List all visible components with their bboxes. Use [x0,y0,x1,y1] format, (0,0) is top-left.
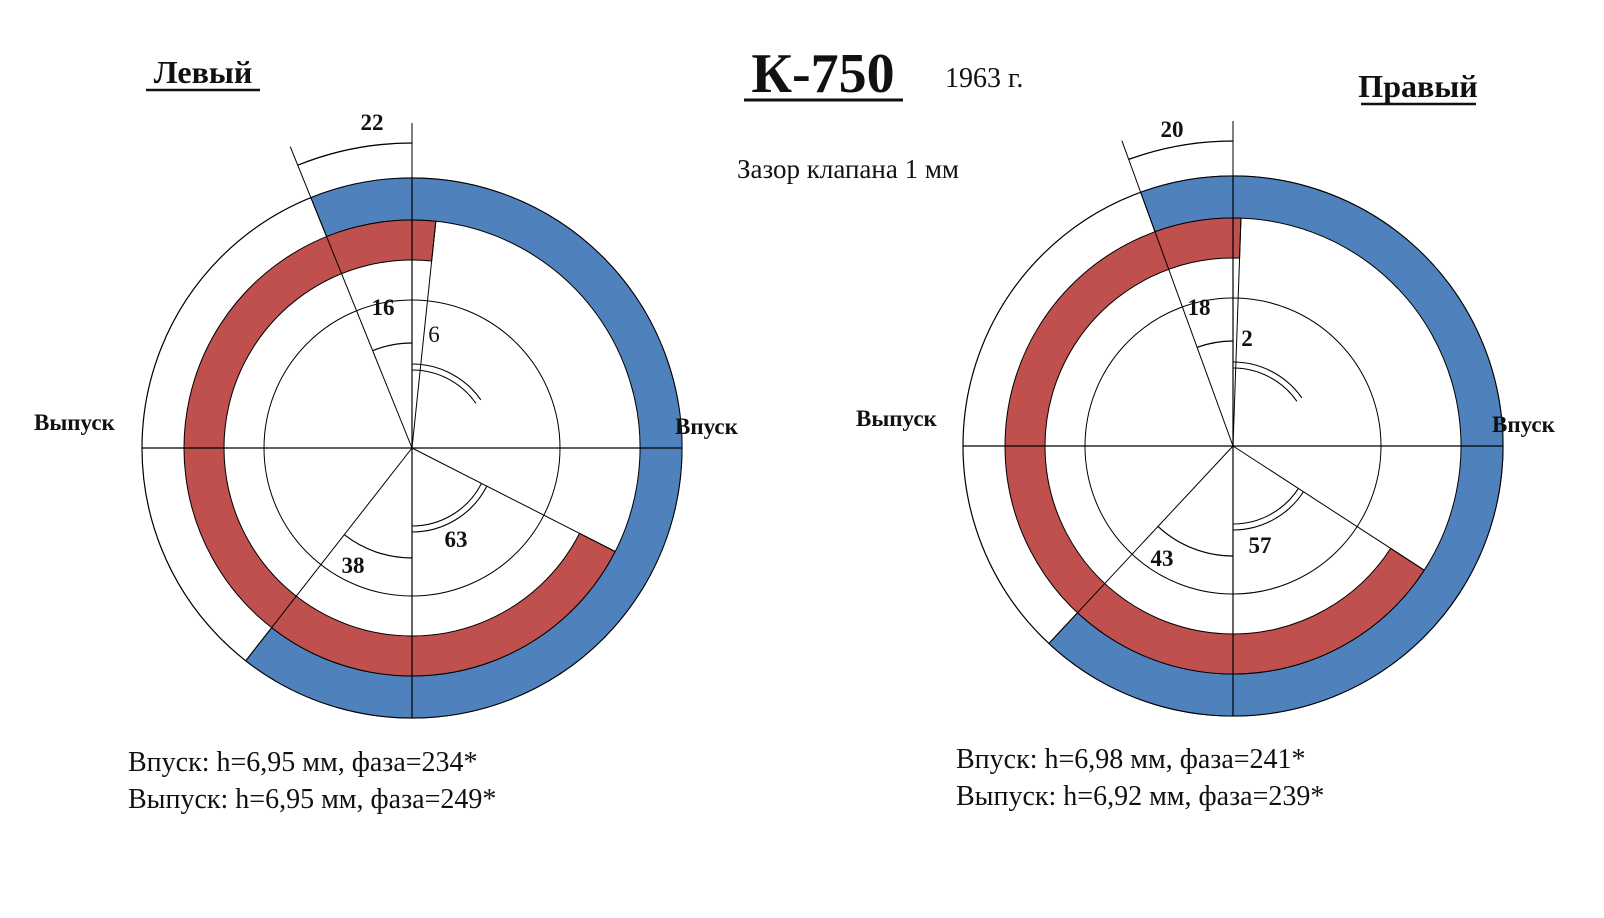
right-exhaust-close-arc-2 [1232,361,1303,399]
left-intake-label: Впуск [675,414,739,439]
right-cylinder-diagram: Правый Выпуск Впуск 20 18 2 57 43 Впуск:… [856,68,1556,812]
left-lines [142,123,682,718]
right-intake-open-arc [1128,140,1234,161]
left-exhaust-band [183,219,616,677]
right-exhaust-close-line [1232,218,1242,447]
left-angle-arcs [297,142,488,559]
right-exhaust-close-arc-1 [1232,367,1298,402]
left-exhaust-open-line [411,447,616,552]
left-intake-band [245,177,683,719]
left-intake-close-line [245,447,413,662]
left-cylinder-diagram: Левый Выпуск Впуск 22 16 6 63 38 Впуск: … [34,54,739,815]
right-exhaust-open-line [1232,445,1425,571]
right-lines [963,121,1503,716]
left-angle-label-small: 6 [428,322,440,347]
right-intake-close-line [1048,445,1234,644]
right-angle-label-right-bottom: 57 [1249,533,1272,558]
left-overlap-arc [372,342,413,352]
right-angle-label-left-bottom: 43 [1151,546,1174,571]
right-intake-band [1048,175,1504,717]
left-exhaust-close-arc-1 [411,369,477,404]
left-angle-label-top: 22 [361,110,384,135]
left-title: Левый [154,54,253,90]
right-title: Правый [1358,68,1477,104]
right-exhaust-band [1004,217,1425,675]
left-exhaust-open-arc-2 [411,485,488,533]
left-intake-open-line [289,146,413,449]
right-angle-label-small: 2 [1241,326,1253,351]
right-intake-stats: Впуск: h=6,98 мм, фаза=241* [956,744,1306,775]
right-angle-arcs [1128,140,1304,557]
right-exhaust-open-arc-2 [1232,491,1304,531]
left-exhaust-stats: Выпуск: h=6,95 мм, фаза=249* [128,784,496,815]
model-title: К-750 [751,43,894,105]
left-exhaust-label: Выпуск [34,410,116,435]
left-exhaust-close-line [411,221,437,449]
left-intake-close-arc [343,534,413,559]
right-angle-label-overlap: 18 [1188,295,1211,320]
right-exhaust-open-arc-1 [1232,488,1299,525]
left-angle-label-left-bottom: 38 [342,553,365,578]
left-intake-open-arc [297,142,413,166]
right-angle-label-top: 20 [1161,117,1184,142]
left-angle-label-overlap: 16 [372,295,395,320]
right-exhaust-label: Выпуск [856,406,938,431]
left-exhaust-close-arc-2 [411,363,482,401]
left-intake-stats: Впуск: h=6,95 мм, фаза=234* [128,747,478,778]
right-exhaust-stats: Выпуск: h=6,92 мм, фаза=239* [956,781,1324,812]
year-label: 1963 г. [945,63,1023,94]
right-intake-open-line [1121,140,1234,447]
right-intake-label: Впуск [1492,412,1556,437]
right-overlap-arc [1196,340,1234,348]
left-exhaust-open-arc-1 [411,483,482,527]
left-angle-label-right-bottom: 63 [445,527,468,552]
clearance-label: Зазор клапана 1 мм [737,154,959,184]
right-intake-close-arc [1157,526,1234,557]
